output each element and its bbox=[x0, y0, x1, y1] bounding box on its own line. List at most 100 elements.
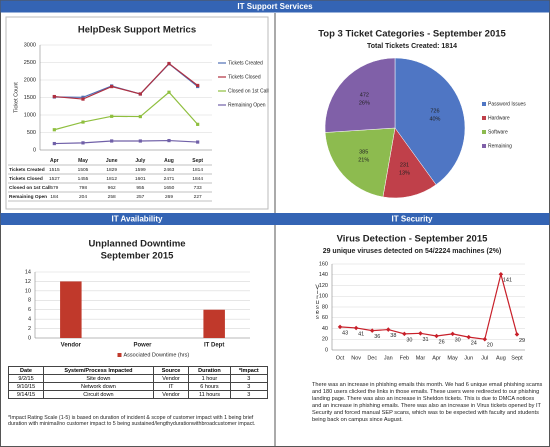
table-cell: 227 bbox=[194, 194, 202, 200]
chart-title: Top 3 Ticket Categories - September 2015 bbox=[318, 29, 506, 40]
x-tick-label: Mar bbox=[416, 355, 426, 361]
x-tick-label: Jun bbox=[464, 355, 473, 361]
marker bbox=[402, 331, 407, 337]
table-cell: 9/10/15 bbox=[7, 382, 45, 391]
marker bbox=[110, 114, 114, 118]
x-tick-label: June bbox=[106, 158, 118, 164]
slice-value: 472 bbox=[360, 93, 369, 99]
marker bbox=[167, 90, 171, 94]
table-cell: 1 hour bbox=[188, 374, 231, 383]
chart-subtitle: Total Tickets Created: 1814 bbox=[367, 43, 457, 50]
table-cell: 1515 bbox=[49, 167, 60, 173]
panel-frame bbox=[5, 16, 269, 210]
table-cell: 1829 bbox=[106, 167, 117, 173]
legend-label: Tickets Closed bbox=[228, 74, 261, 80]
header-band bbox=[0, 0, 550, 13]
data-label: 43 bbox=[342, 330, 348, 336]
y-tick-label: 1500 bbox=[24, 95, 36, 101]
data-label: 30 bbox=[455, 337, 461, 343]
data-label: 30 bbox=[406, 337, 412, 343]
x-tick-label: May bbox=[78, 158, 88, 164]
table-cell: IT bbox=[152, 382, 190, 391]
y-tick-label: 0 bbox=[325, 347, 328, 353]
x-tick-label: Nov bbox=[351, 355, 361, 361]
marker bbox=[81, 97, 85, 101]
column-header: *Impact bbox=[229, 366, 269, 375]
x-tick-label: Dec bbox=[367, 355, 377, 361]
y-axis-label: Viruses bbox=[314, 285, 320, 320]
table-cell: 733 bbox=[194, 185, 202, 191]
marker bbox=[167, 61, 171, 66]
pie-slice bbox=[324, 127, 396, 198]
table-cell: 204 bbox=[79, 194, 87, 200]
table-cell: 184 bbox=[50, 194, 58, 200]
marker bbox=[167, 138, 171, 143]
y-tick-label: 60 bbox=[322, 315, 328, 321]
legend-label: Software bbox=[488, 129, 508, 135]
table-row-label: Tickets Closed bbox=[9, 176, 43, 182]
chart-title: Virus Detection - September 2015 bbox=[337, 234, 489, 245]
column-header: Date bbox=[7, 366, 45, 375]
pie-slice bbox=[382, 127, 437, 199]
table-cell: Vendor bbox=[152, 390, 190, 399]
x-tick-label: Power bbox=[133, 343, 152, 349]
marker bbox=[466, 334, 471, 340]
data-label: 31 bbox=[422, 337, 428, 343]
data-label: 29 bbox=[519, 338, 525, 344]
table-cell: 1601 bbox=[135, 176, 146, 182]
marker bbox=[138, 139, 142, 143]
downtime-table: Date System/Process Impacted Source Duratio… bbox=[7, 366, 269, 399]
section-title: IT Availability bbox=[112, 215, 164, 224]
x-tick-label: Oct bbox=[336, 355, 345, 361]
legend-label: Remaining bbox=[488, 143, 512, 149]
y-tick-label: 2000 bbox=[24, 77, 36, 83]
marker bbox=[196, 122, 200, 126]
footnote: *Impact Rating Scale (1-5) is based on d… bbox=[8, 415, 256, 428]
x-tick-label: May bbox=[447, 355, 458, 361]
x-tick-label: Apr bbox=[432, 355, 441, 361]
chart-title: HelpDesk Support Metrics bbox=[78, 25, 196, 36]
table-cell: 9/14/15 bbox=[7, 390, 45, 399]
column-header: System/Process Impacted bbox=[43, 366, 154, 375]
chart-subtitle: 29 unique viruses detected on 54/2224 ma… bbox=[323, 248, 502, 255]
marker bbox=[110, 84, 114, 89]
marker bbox=[434, 333, 439, 339]
marker bbox=[196, 83, 200, 88]
header-band bbox=[0, 213, 275, 225]
pie-slice bbox=[324, 57, 396, 133]
legend-swatch bbox=[482, 130, 486, 134]
table-cell: 1505 bbox=[78, 167, 89, 173]
table-cell: 9/2/15 bbox=[7, 374, 45, 383]
table-cell: 258 bbox=[108, 194, 116, 200]
table-cell: 1844 bbox=[192, 176, 203, 182]
data-label: 38 bbox=[390, 333, 396, 339]
table-cell: Vendor bbox=[152, 374, 190, 383]
table-cell: 3 bbox=[229, 374, 269, 383]
table-cell: 257 bbox=[136, 194, 144, 200]
marker bbox=[369, 328, 375, 333]
chart-subtitle: September 2015 bbox=[101, 251, 175, 262]
x-tick-label: Sept bbox=[511, 355, 523, 361]
marker bbox=[81, 141, 85, 145]
bar bbox=[60, 281, 82, 338]
table-row-label: Tickets Created bbox=[9, 167, 45, 173]
bar bbox=[203, 309, 225, 338]
y-tick-label: 6 bbox=[28, 307, 31, 313]
y-tick-label: 8 bbox=[28, 298, 31, 304]
legend-swatch bbox=[482, 116, 486, 120]
slice-value: 385 bbox=[359, 149, 368, 155]
marker bbox=[81, 120, 85, 124]
table-cell: 579 bbox=[50, 185, 58, 191]
y-tick-label: 40 bbox=[322, 326, 328, 332]
marker bbox=[450, 331, 455, 337]
marker bbox=[52, 128, 56, 132]
legend-swatch bbox=[482, 102, 486, 106]
x-tick-label: Apr bbox=[50, 158, 59, 164]
y-tick-label: 0 bbox=[33, 147, 36, 153]
slice-percent: 40% bbox=[429, 117, 440, 123]
y-tick-label: 10 bbox=[25, 288, 31, 294]
data-label: 26 bbox=[439, 339, 445, 345]
x-tick-label: Jan bbox=[384, 355, 393, 361]
x-tick-label: IT Dept bbox=[204, 343, 224, 349]
